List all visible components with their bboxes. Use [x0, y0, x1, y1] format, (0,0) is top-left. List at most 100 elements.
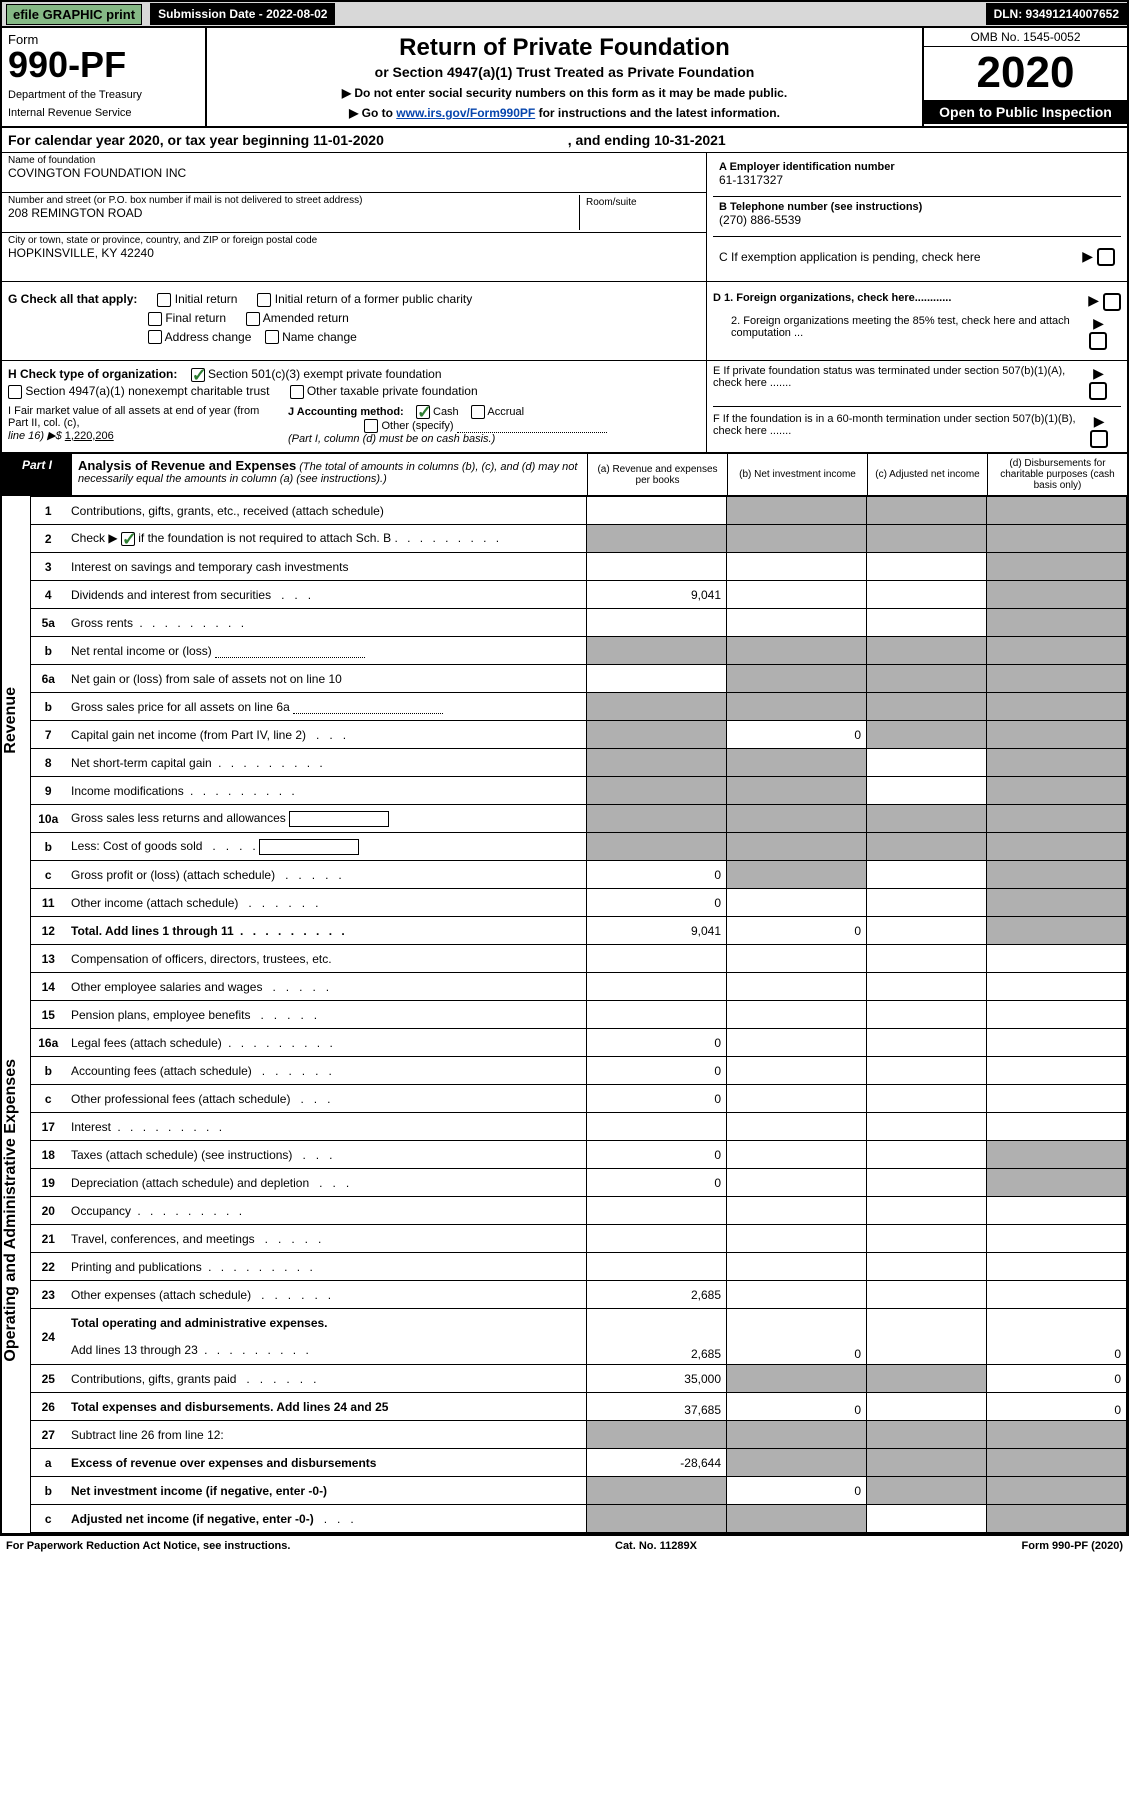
part1-header: Part I Analysis of Revenue and Expenses … — [2, 454, 1127, 496]
street-cell: Number and street (or P.O. box number if… — [8, 195, 580, 230]
final-return-checkbox[interactable] — [148, 312, 162, 326]
e-label: E If private foundation status was termi… — [713, 365, 1089, 400]
part1-title-cell: Analysis of Revenue and Expenses (The to… — [72, 454, 587, 495]
name-right: A Employer identification number 61-1317… — [707, 153, 1127, 281]
j-section: J Accounting method: Cash Accrual Other … — [288, 405, 607, 445]
name-change-checkbox[interactable] — [265, 330, 279, 344]
footer: For Paperwork Reduction Act Notice, see … — [0, 1535, 1129, 1556]
accrual-checkbox[interactable] — [471, 405, 485, 419]
table-row: 23Other expenses (attach schedule) . . .… — [2, 1281, 1127, 1309]
e-checkbox[interactable] — [1089, 382, 1107, 400]
other-method-checkbox[interactable] — [364, 419, 378, 433]
tel-value: (270) 886-5539 — [719, 213, 1115, 227]
f-row: F If the foundation is in a 60-month ter… — [713, 413, 1121, 448]
name-block: Name of foundation COVINGTON FOUNDATION … — [2, 153, 1127, 282]
omb-number: OMB No. 1545-0052 — [924, 28, 1127, 47]
d2-row: 2. Foreign organizations meeting the 85%… — [713, 315, 1121, 350]
instr-ssn: ▶ Do not enter social security numbers o… — [213, 86, 916, 100]
h-o2: Section 4947(a)(1) nonexempt charitable … — [25, 384, 269, 398]
efile-print-button[interactable]: efile GRAPHIC print — [6, 4, 142, 25]
j-note: (Part I, column (d) must be on cash basi… — [288, 433, 495, 445]
tax-year: 2020 — [924, 47, 1127, 100]
col-headers: (a) Revenue and expenses per books (b) N… — [587, 454, 1127, 495]
col-d-header: (d) Disbursements for charitable purpose… — [987, 454, 1127, 495]
revenue-expense-table: Revenue 1 Contributions, gifts, grants, … — [2, 496, 1127, 1533]
i-section: I Fair market value of all assets at end… — [8, 405, 268, 445]
d2-label: 2. Foreign organizations meeting the 85%… — [713, 315, 1089, 350]
amended-checkbox[interactable] — [246, 312, 260, 326]
part1-title: Analysis of Revenue and Expenses — [78, 458, 296, 473]
row-num: 1 — [30, 497, 66, 525]
addr-label: Number and street (or P.O. box number if… — [8, 195, 579, 206]
address-row: Number and street (or P.O. box number if… — [2, 193, 706, 233]
table-row: 17Interest — [2, 1113, 1127, 1141]
d1-row: D 1. Foreign organizations, check here..… — [713, 292, 1121, 311]
col-a-header: (a) Revenue and expenses per books — [587, 454, 727, 495]
e-row: E If private foundation status was termi… — [713, 365, 1121, 407]
table-row: Revenue 1 Contributions, gifts, grants, … — [2, 497, 1127, 525]
ef-section: E If private foundation status was termi… — [707, 361, 1127, 452]
instr-pre: ▶ Go to — [349, 106, 396, 120]
table-row: 20Occupancy — [2, 1197, 1127, 1225]
i-label: I Fair market value of all assets at end… — [8, 405, 259, 429]
city-value: HOPKINSVILLE, KY 42240 — [8, 246, 700, 260]
g-o2: Initial return of a former public charit… — [275, 292, 472, 306]
tel-row: B Telephone number (see instructions) (2… — [713, 197, 1121, 237]
table-row: 12Total. Add lines 1 through 119,0410 — [2, 917, 1127, 945]
city-label: City or town, state or province, country… — [8, 235, 700, 246]
other-taxable-checkbox[interactable] — [290, 385, 304, 399]
table-row: bNet rental income or (loss) — [2, 637, 1127, 665]
pending-checkbox[interactable] — [1097, 248, 1115, 266]
form-header: Form 990-PF Department of the Treasury I… — [2, 28, 1127, 128]
ein-value: 61-1317327 — [719, 173, 1115, 187]
f-checkbox[interactable] — [1090, 430, 1108, 448]
table-row: 3Interest on savings and temporary cash … — [2, 553, 1127, 581]
table-row: 10aGross sales less returns and allowanc… — [2, 805, 1127, 833]
table-row: bLess: Cost of goods sold . . . . — [2, 833, 1127, 861]
f-label: F If the foundation is in a 60-month ter… — [713, 413, 1090, 448]
table-row: 11Other income (attach schedule) . . . .… — [2, 889, 1127, 917]
form-number: 990-PF — [8, 47, 199, 83]
row-desc: Check ▶ if the foundation is not require… — [66, 525, 587, 553]
form-container: efile GRAPHIC print Submission Date - 20… — [0, 0, 1129, 1535]
form-title: Return of Private Foundation — [213, 34, 916, 62]
col-c-header: (c) Adjusted net income — [867, 454, 987, 495]
table-row: 26Total expenses and disbursements. Add … — [2, 1393, 1127, 1421]
expenses-side-label: Operating and Administrative Expenses — [2, 1059, 20, 1362]
d-section: D 1. Foreign organizations, check here..… — [707, 282, 1127, 360]
501c3-checkbox[interactable] — [191, 368, 205, 382]
top-bar: efile GRAPHIC print Submission Date - 20… — [2, 2, 1127, 28]
pending-arrow-box: ▶ — [1078, 248, 1115, 267]
table-row: 6aNet gain or (loss) from sale of assets… — [2, 665, 1127, 693]
g-o3: Final return — [165, 311, 226, 325]
i-value: 1,220,206 — [65, 430, 114, 442]
cash-checkbox[interactable] — [416, 405, 430, 419]
form-subtitle: or Section 4947(a)(1) Trust Treated as P… — [213, 64, 916, 80]
table-row: 19Depreciation (attach schedule) and dep… — [2, 1169, 1127, 1197]
ein-row: A Employer identification number 61-1317… — [713, 157, 1121, 197]
table-row: 15Pension plans, employee benefits . . .… — [2, 1001, 1127, 1029]
g-row3: Address change Name change — [8, 330, 700, 345]
form-ref: Form 990-PF (2020) — [1022, 1540, 1123, 1552]
dept-treasury: Department of the Treasury — [8, 89, 199, 101]
cal-mid: , and ending — [568, 132, 654, 148]
d2-checkbox[interactable] — [1089, 332, 1107, 350]
d1-checkbox[interactable] — [1103, 293, 1121, 311]
schb-checkbox[interactable] — [121, 532, 135, 546]
initial-former-checkbox[interactable] — [257, 293, 271, 307]
table-row: 5aGross rents — [2, 609, 1127, 637]
revenue-side-label: Revenue — [2, 687, 20, 754]
form-link[interactable]: www.irs.gov/Form990PF — [396, 106, 535, 120]
initial-return-checkbox[interactable] — [157, 293, 171, 307]
col-b-header: (b) Net investment income — [727, 454, 867, 495]
g-label: G Check all that apply: — [8, 292, 137, 306]
4947-checkbox[interactable] — [8, 385, 22, 399]
i-line16: line 16) ▶$ — [8, 430, 65, 442]
header-left: Form 990-PF Department of the Treasury I… — [2, 28, 207, 126]
addr-change-checkbox[interactable] — [148, 330, 162, 344]
instr-goto: ▶ Go to www.irs.gov/Form990PF for instru… — [213, 106, 916, 120]
g-d-block: G Check all that apply: Initial return I… — [2, 282, 1127, 361]
table-row: 18Taxes (attach schedule) (see instructi… — [2, 1141, 1127, 1169]
cal-begin: 11-01-2020 — [313, 132, 384, 148]
foundation-name-row: Name of foundation COVINGTON FOUNDATION … — [2, 153, 706, 193]
